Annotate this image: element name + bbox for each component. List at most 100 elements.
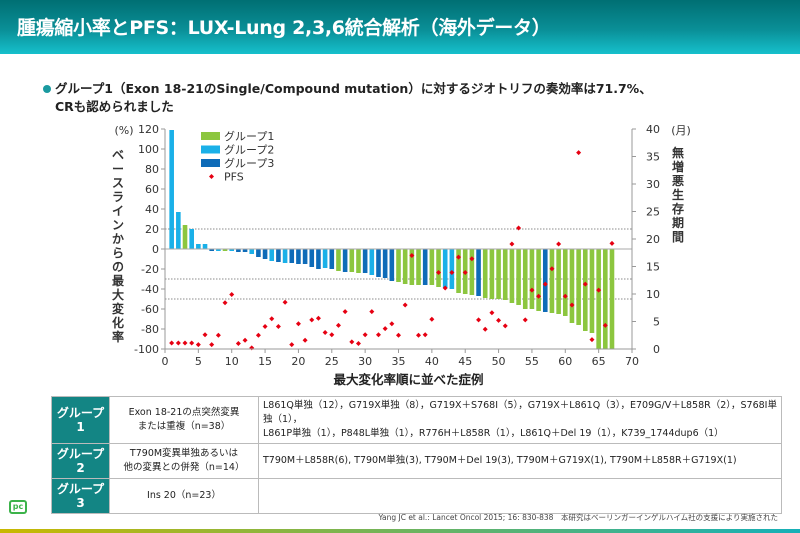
pfs-point [549,266,555,272]
pfs-point [489,310,495,316]
pfs-point [202,332,208,338]
bar [396,249,401,282]
pfs-point [562,293,568,299]
y-axis-title-char: ら [112,246,124,260]
y2-axis-title-char: 間 [672,230,684,244]
y-axis-title-char: ー [112,162,124,176]
x-tick-label: 30 [358,355,372,368]
bar [603,249,608,349]
bullet-line2: CRも認められました [55,99,174,114]
pfs-point [169,340,175,346]
bar [336,249,341,271]
y2-tick-label: 40 [646,123,660,136]
pfs-point [522,317,528,323]
y2-axis-title-char: 存 [671,201,684,216]
bar [196,244,201,249]
y-axis-title-char: か [112,232,124,246]
pfs-point [509,241,515,247]
y-tick-label: 60 [145,183,159,196]
y2-axis-title-char: 無 [672,145,684,160]
pfs-point [402,302,408,308]
bottom-bar [0,529,800,533]
y-axis-title-char: 大 [112,287,124,302]
bar [276,249,281,262]
y2-axis-title-char: 悪 [672,174,684,188]
bar [449,249,455,289]
x-tick-label: 10 [225,355,239,368]
legend-label: PFS [224,171,244,184]
pfs-point [362,332,368,338]
y-axis-title-char: 化 [112,315,124,330]
summary-bullet: グループ1（Exon 18-21のSingle/Compound mutatio… [43,80,663,116]
bar [316,249,321,269]
pfs-point [369,309,375,315]
legend-swatch [201,159,220,167]
pfs-point [295,321,301,327]
pfs-point [536,293,542,299]
bar [262,249,268,259]
y-axis-title-char: ン [112,218,124,232]
bar [529,249,535,309]
group-mutations [258,478,782,514]
x-tick-label: 70 [625,355,639,368]
pfs-point [529,287,535,293]
bar [402,249,408,284]
bar [269,249,275,261]
y2-tick-label: 15 [646,261,660,274]
y-tick-label: -40 [141,283,159,296]
legend-label: グループ3 [224,156,274,170]
y2-tick-label: 5 [653,316,660,329]
bar [589,249,595,333]
legend-label: グループ2 [224,143,274,157]
bar [496,249,501,299]
pfs-point [275,323,281,329]
pfs-point [542,281,548,287]
bar [489,249,495,299]
bar [409,249,415,285]
y-tick-label: 120 [138,123,159,136]
mut-line: L861P単独（1），P848L単独（1），R776H＋L858R（1），L86… [263,428,724,439]
y2-tick-label: 10 [646,288,660,301]
bar [249,249,255,254]
pfs-point [175,340,181,346]
bar [216,249,221,251]
y-unit: (%) [114,124,133,137]
pfs-point [516,225,522,231]
waterfall-chart: 120100806040200-20-40-60-80-100403530252… [112,123,691,387]
pfs-point [282,299,288,305]
pfs-point [449,270,455,276]
pfs-point [389,321,395,327]
logo: pc [9,500,27,514]
y-axis-title-char: ラ [112,190,124,204]
bar [169,130,174,249]
pfs-point [242,337,248,343]
table-row: グループ1 Exon 18-21の点突然変異 または重複（n=38） L861Q単… [51,396,782,444]
pfs-point [436,270,442,276]
bar [182,225,188,249]
group-desc: T790M変異単独あるいは 他の変異との併発（n=14） [109,443,259,479]
bar [242,249,248,252]
pfs-point [569,302,575,308]
logo-text: pc [12,502,24,511]
x-tick-label: 65 [592,355,606,368]
bar [576,249,581,325]
table-row: グループ2 T790M変異単独あるいは 他の変異との併発（n=14） T790M＋… [51,443,782,479]
bar [609,249,615,349]
pfs-point [335,322,341,328]
bar [562,249,568,316]
bar [222,249,228,251]
bar [322,249,328,268]
bar [549,249,555,313]
pfs-point [482,326,488,332]
bar [369,249,375,275]
bar [356,249,361,273]
bar [189,229,194,249]
y-axis-title-char: ス [112,176,124,190]
bar [542,249,548,312]
x-axis-title: 最大変化率順に並べた症例 [333,372,483,387]
bar [456,249,461,293]
pfs-point [596,287,602,293]
bar [583,249,588,331]
bar [436,249,441,287]
x-tick-label: 0 [162,355,169,368]
